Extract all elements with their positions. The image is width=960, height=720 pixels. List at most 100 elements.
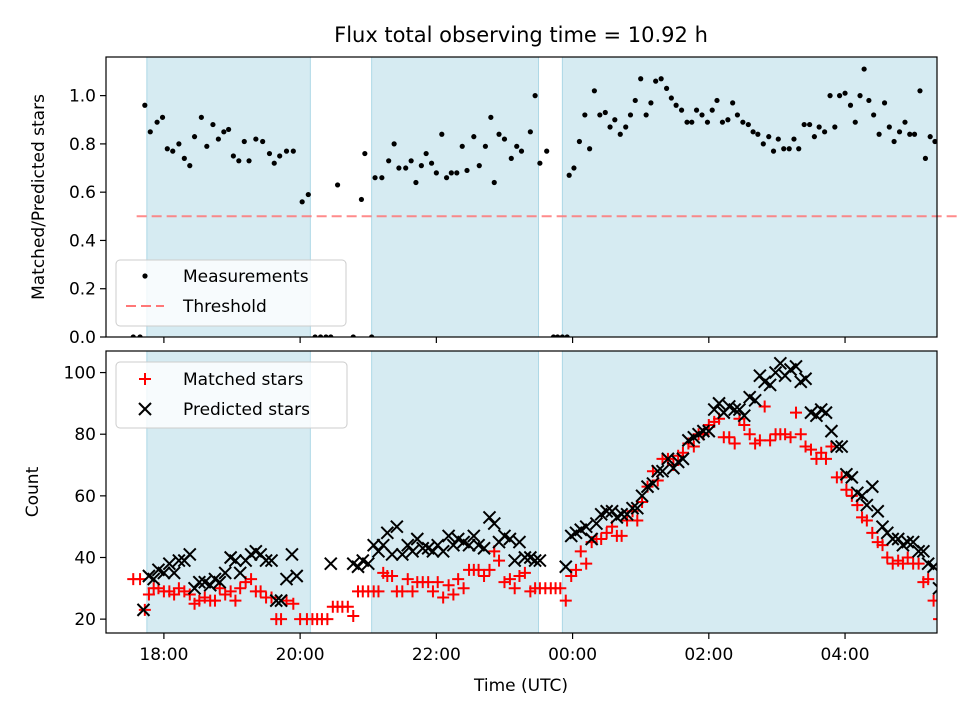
shaded-region-2 xyxy=(561,57,937,337)
top-series-0-point-45 xyxy=(403,165,409,171)
top-series-0-point-19 xyxy=(236,158,242,164)
bottom-series-1-point-123 xyxy=(830,439,844,454)
bottom-series-0-point-61 xyxy=(442,579,455,592)
bottom-series-1-point-5 xyxy=(162,556,177,571)
top-series-0-point-116 xyxy=(770,148,777,154)
top-series-0-point-91 xyxy=(643,112,649,118)
bottom-series-0-point-69 xyxy=(483,563,496,576)
bottom-series-0-point-23 xyxy=(245,573,258,586)
bottom-series-1-point-66 xyxy=(518,550,532,565)
bottom-series-1-point-40 xyxy=(385,547,399,562)
bottom-series-0-point-71 xyxy=(493,554,506,567)
top-series-0-point-146 xyxy=(922,155,929,161)
bottom-ytick-label-0: 20 xyxy=(74,610,96,630)
bottom-series-1-point-0 xyxy=(136,603,151,617)
bottom-series-1-point-9 xyxy=(183,547,197,562)
bottom-series-0-point-119 xyxy=(738,418,751,431)
top-series-0-point-102 xyxy=(699,112,705,118)
bottom-series-1-point-85 xyxy=(635,489,649,503)
top-series-0-point-32 xyxy=(317,334,324,337)
top-series-0-point-147 xyxy=(927,134,933,140)
bottom-series-1-point-6 xyxy=(167,566,181,580)
top-series-0-point-31 xyxy=(312,334,318,337)
bottom-series-1-point-124 xyxy=(834,439,849,454)
bottom-series-0-point-25 xyxy=(254,585,267,598)
bottom-series-1-point-134 xyxy=(886,532,900,546)
top-series-0-point-115 xyxy=(766,134,772,140)
top-series-0-point-9 xyxy=(181,155,187,161)
bottom-series-0-point-62 xyxy=(447,588,460,601)
top-series-0-point-65 xyxy=(508,155,514,161)
bottom-series-1-point-25 xyxy=(264,553,279,568)
top-series-0-point-86 xyxy=(617,131,623,137)
bottom-series-0-point-20 xyxy=(229,594,242,607)
top-series-0-point-27 xyxy=(283,148,290,154)
top-y-axis-label: Matched/Predicted stars xyxy=(29,94,49,300)
bottom-series-1-point-35 xyxy=(361,556,375,571)
top-series-0-point-151 xyxy=(948,334,953,339)
bottom-series-1-point-143 xyxy=(932,581,937,596)
top-series-0-point-26 xyxy=(277,153,283,159)
bottom-ytick-label-2: 60 xyxy=(74,487,96,507)
top-series-0-point-123 xyxy=(807,121,813,128)
xtick-label-2: 22:00 xyxy=(412,645,461,665)
bottom-series-1-point-65 xyxy=(512,535,527,549)
bottom-series-0-point-87 xyxy=(574,545,587,558)
bottom-series-1-point-83 xyxy=(625,501,640,515)
top-series-0-point-98 xyxy=(678,107,685,113)
top-series-0-point-132 xyxy=(852,119,858,125)
top-points xyxy=(130,66,953,339)
top-series-0-point-131 xyxy=(847,102,854,108)
bottom-y-axis-label: Count xyxy=(23,466,43,517)
shaded-region-1 xyxy=(371,57,540,337)
bottom-series-1-point-87 xyxy=(646,476,660,491)
top-series-0-point-24 xyxy=(266,150,273,157)
top-series-0-point-66 xyxy=(514,143,520,149)
bottom-series-0-point-73 xyxy=(503,573,516,586)
bottom-series-0-point-155 xyxy=(922,573,935,586)
top-series-0-point-94 xyxy=(658,76,664,82)
top-series-0-point-67 xyxy=(518,148,525,154)
bottom-series-1-point-24 xyxy=(259,553,273,568)
bottom-series-0-point-16 xyxy=(208,594,221,607)
bottom-series-0-point-116 xyxy=(723,431,736,444)
top-series-0-point-77 xyxy=(571,165,577,171)
top-series-0-point-113 xyxy=(755,131,761,137)
bottom-ytick-label-3: 80 xyxy=(74,425,96,445)
bottom-series-0-point-86 xyxy=(569,563,582,576)
top-series-0-point-48 xyxy=(418,163,424,169)
bottom-x-ticks: 18:00 20:00 22:00 00:00 02:00 04:00 xyxy=(139,633,870,665)
bottom-series-1-point-130 xyxy=(865,479,879,494)
top-series-0-point-107 xyxy=(725,117,731,123)
top-series-0-point-57 xyxy=(464,167,470,174)
top-series-0-point-69 xyxy=(532,93,538,99)
top-series-0-point-111 xyxy=(745,121,751,128)
bottom-series-0-point-64 xyxy=(457,582,470,595)
top-series-0-point-89 xyxy=(632,97,638,104)
bottom-series-1-point-60 xyxy=(487,516,501,531)
top-series-0-point-109 xyxy=(734,112,741,118)
top-series-0-point-33 xyxy=(323,334,329,337)
top-series-0-point-118 xyxy=(781,146,787,152)
top-series-0-point-16 xyxy=(221,129,227,135)
top-series-0-point-28 xyxy=(290,148,296,154)
bottom-series-1-point-140 xyxy=(916,544,931,559)
top-legend-box xyxy=(115,259,347,327)
bottom-series-1-point-131 xyxy=(871,504,885,518)
top-series-0-point-125 xyxy=(816,124,822,130)
top-series-0-point-127 xyxy=(827,93,833,99)
bottom-series-1-point-98 xyxy=(702,424,716,438)
bottom-series-0-point-130 xyxy=(794,428,807,441)
bottom-series-1-point-93 xyxy=(676,452,690,466)
top-series-0-point-106 xyxy=(719,119,726,125)
top-series-0-point-138 xyxy=(881,100,888,106)
bottom-series-0-point-157 xyxy=(933,618,937,621)
top-series-0-point-150 xyxy=(943,173,948,178)
bottom-series-1-point-81 xyxy=(614,507,629,522)
top-series-0-point-122 xyxy=(801,121,807,128)
bottom-series-1-point-139 xyxy=(911,544,926,559)
legend-measurements-marker xyxy=(142,273,148,279)
bottom-series-1-point-46 xyxy=(416,541,430,555)
top-series-0-point-110 xyxy=(740,119,746,125)
bottom-series-1-point-75 xyxy=(584,532,599,546)
